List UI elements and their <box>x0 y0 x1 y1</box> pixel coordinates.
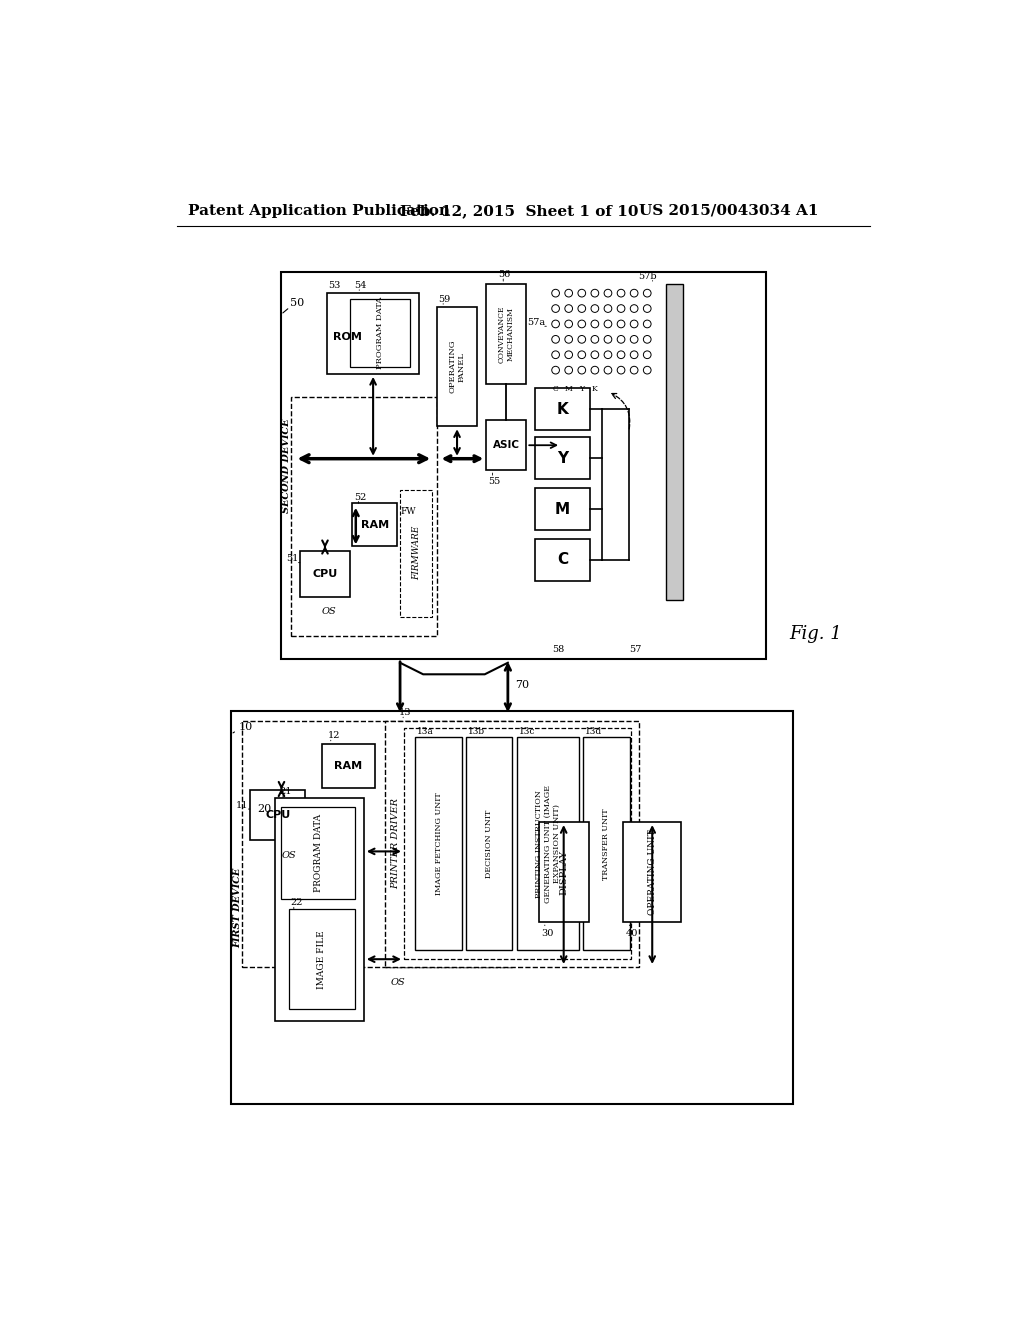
Text: US 2015/0043034 A1: US 2015/0043034 A1 <box>639 203 818 218</box>
Text: PROGRAM DATA: PROGRAM DATA <box>376 297 384 370</box>
Text: 57: 57 <box>630 645 642 655</box>
Text: RAM: RAM <box>360 520 389 529</box>
Text: PRINTING INSTRUCTION
GENERATING UNIT (IMAGE
EXPANSION UNIT): PRINTING INSTRUCTION GENERATING UNIT (IM… <box>535 784 561 903</box>
Text: 57a: 57a <box>526 318 545 327</box>
Text: 70: 70 <box>515 680 529 690</box>
Bar <box>352 503 397 545</box>
Bar <box>350 300 410 367</box>
Text: 21: 21 <box>280 787 292 796</box>
Text: Feb. 12, 2015  Sheet 1 of 10: Feb. 12, 2015 Sheet 1 of 10 <box>400 203 639 218</box>
Text: OPERATING
PANEL: OPERATING PANEL <box>449 341 466 393</box>
Text: 59: 59 <box>438 294 451 304</box>
Bar <box>300 552 350 598</box>
Text: 13a: 13a <box>417 727 434 735</box>
Text: 13: 13 <box>398 709 411 717</box>
Text: Patent Application Publication: Patent Application Publication <box>188 203 451 218</box>
Bar <box>291 397 437 636</box>
Bar <box>547 284 660 396</box>
Text: Y: Y <box>557 451 568 466</box>
Text: PRINTER DRIVER: PRINTER DRIVER <box>391 799 400 890</box>
Text: 22: 22 <box>291 899 303 907</box>
Bar <box>322 743 376 788</box>
Bar <box>403 729 631 960</box>
Text: Fig. 1: Fig. 1 <box>788 626 842 643</box>
Text: M: M <box>565 385 572 393</box>
Text: 50: 50 <box>290 298 304 308</box>
Text: 20: 20 <box>257 804 271 814</box>
Text: 10: 10 <box>239 722 253 731</box>
Text: 53: 53 <box>329 281 341 290</box>
Text: K: K <box>592 385 598 393</box>
Text: CPU: CPU <box>312 569 338 579</box>
Text: 52: 52 <box>354 492 367 502</box>
Text: K: K <box>557 401 568 417</box>
Text: IMAGE FILE: IMAGE FILE <box>317 929 327 989</box>
Text: 30: 30 <box>541 929 553 939</box>
Text: 54: 54 <box>354 281 367 290</box>
Text: ROM: ROM <box>333 333 361 342</box>
Text: CONVEYANCE
MECHANISM: CONVEYANCE MECHANISM <box>498 305 515 363</box>
Bar <box>539 822 589 923</box>
Bar <box>250 789 305 840</box>
Text: 13c: 13c <box>518 727 536 735</box>
Text: 11: 11 <box>236 801 249 809</box>
Bar <box>282 807 354 899</box>
Text: FIRST DEVICE: FIRST DEVICE <box>233 867 242 948</box>
Text: ASIC: ASIC <box>493 441 520 450</box>
Text: 40: 40 <box>626 929 638 939</box>
Bar <box>281 272 766 659</box>
Text: DISPLAY: DISPLAY <box>559 850 568 895</box>
Bar <box>535 539 590 581</box>
Text: 55: 55 <box>487 478 500 486</box>
Bar <box>535 488 590 531</box>
Text: 12: 12 <box>328 731 340 741</box>
Bar <box>327 293 419 374</box>
Text: M: M <box>555 502 570 516</box>
Text: DECISION UNIT: DECISION UNIT <box>485 809 494 878</box>
Text: RAM: RAM <box>335 760 362 771</box>
Text: OPERATING UNIT: OPERATING UNIT <box>648 829 656 915</box>
Text: 56: 56 <box>498 271 510 279</box>
Bar <box>385 721 639 966</box>
Bar <box>535 388 590 430</box>
Bar <box>416 738 462 950</box>
Bar <box>400 490 432 616</box>
Text: OS: OS <box>282 851 297 859</box>
Text: 58: 58 <box>553 645 565 655</box>
Text: SECOND DEVICE: SECOND DEVICE <box>283 418 292 513</box>
Text: C: C <box>553 385 558 393</box>
Text: C: C <box>557 553 568 568</box>
Bar <box>437 308 477 426</box>
Text: TRANSFER UNIT: TRANSFER UNIT <box>602 808 610 879</box>
Bar <box>486 284 526 384</box>
Text: 13d: 13d <box>585 727 602 735</box>
Bar <box>466 738 512 950</box>
Bar <box>243 721 512 966</box>
Bar <box>230 711 793 1104</box>
Bar <box>275 797 364 1020</box>
Bar <box>486 420 526 470</box>
Text: OS: OS <box>322 607 336 615</box>
Text: 51: 51 <box>286 554 298 564</box>
Bar <box>584 738 630 950</box>
Text: PROGRAM DATA: PROGRAM DATA <box>313 814 323 892</box>
Bar <box>624 822 681 923</box>
Text: Y: Y <box>580 385 585 393</box>
Text: CPU: CPU <box>265 810 290 820</box>
Text: FIRMWARE: FIRMWARE <box>412 525 421 581</box>
Text: OS: OS <box>391 978 406 987</box>
Text: IMAGE FETCHING UNIT: IMAGE FETCHING UNIT <box>434 792 442 895</box>
Bar <box>667 284 683 599</box>
Bar <box>535 437 590 479</box>
Text: FW: FW <box>400 507 417 516</box>
Bar <box>289 909 354 1010</box>
Text: 57b: 57b <box>638 272 656 281</box>
Bar <box>517 738 579 950</box>
Text: 13b: 13b <box>468 727 485 735</box>
